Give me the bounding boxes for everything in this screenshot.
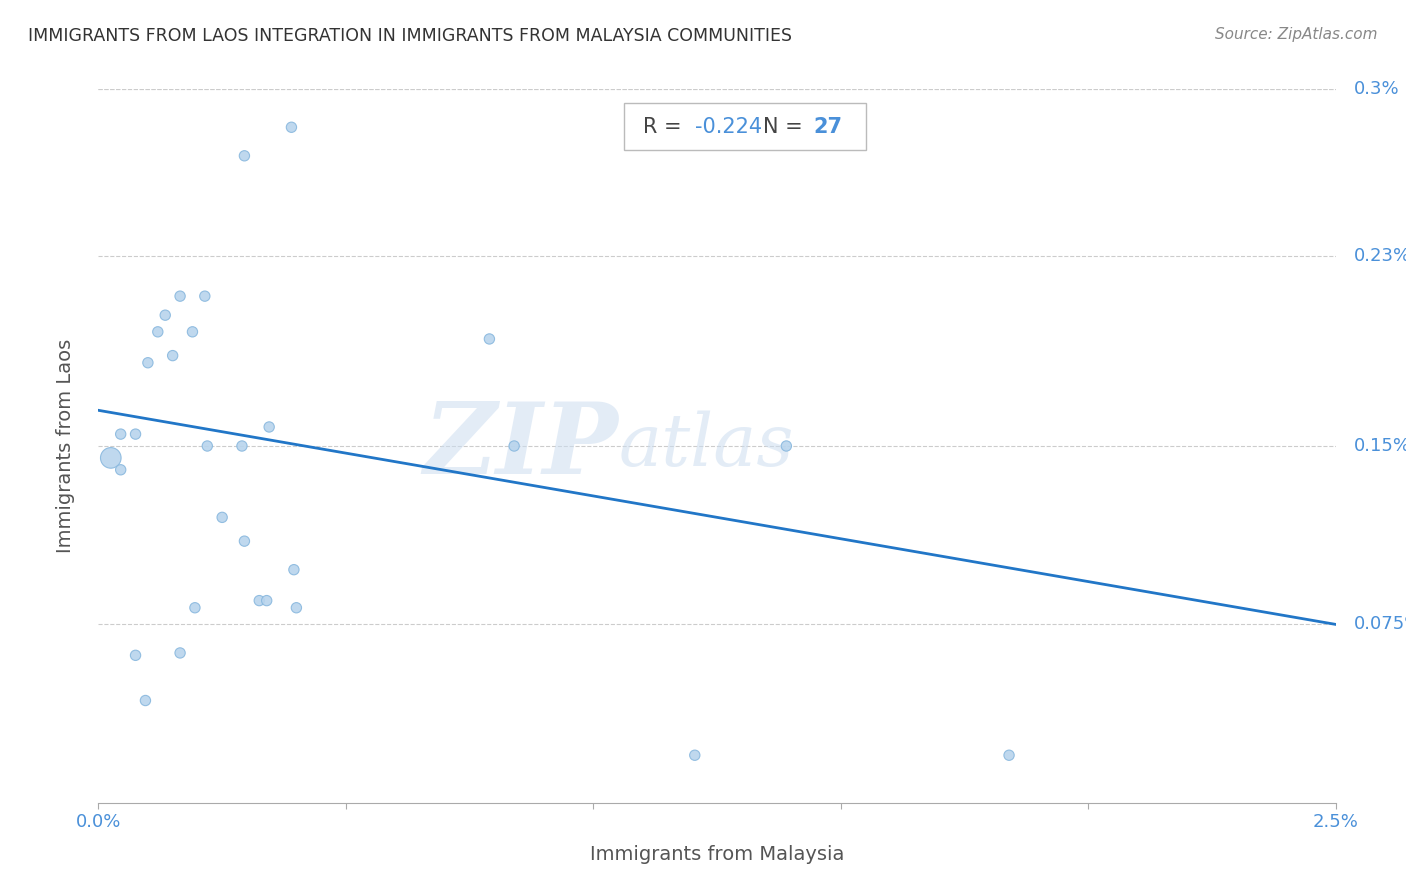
- Point: [256, 593, 278, 607]
- Text: 0.15%: 0.15%: [1354, 437, 1406, 455]
- Text: 0.23%: 0.23%: [1354, 247, 1406, 265]
- Point: [683, 748, 706, 763]
- Point: [155, 308, 177, 322]
- Point: [146, 325, 169, 339]
- Point: [257, 420, 280, 434]
- Text: ZIP: ZIP: [423, 398, 619, 494]
- Text: N =: N =: [763, 117, 810, 136]
- Point: [280, 120, 302, 135]
- Text: -0.224: -0.224: [695, 117, 762, 136]
- Text: Source: ZipAtlas.com: Source: ZipAtlas.com: [1215, 27, 1378, 42]
- Point: [181, 325, 204, 339]
- Point: [233, 149, 256, 163]
- Point: [162, 349, 184, 363]
- Point: [503, 439, 526, 453]
- Text: 0.3%: 0.3%: [1354, 80, 1400, 98]
- Point: [998, 748, 1021, 763]
- Point: [100, 450, 122, 465]
- Point: [124, 427, 146, 442]
- Point: [211, 510, 233, 524]
- Point: [775, 439, 797, 453]
- Text: atlas: atlas: [619, 410, 793, 482]
- Text: IMMIGRANTS FROM LAOS INTEGRATION IN IMMIGRANTS FROM MALAYSIA COMMUNITIES: IMMIGRANTS FROM LAOS INTEGRATION IN IMMI…: [28, 27, 792, 45]
- Point: [231, 439, 253, 453]
- X-axis label: Immigrants from Malaysia: Immigrants from Malaysia: [591, 845, 844, 864]
- Point: [478, 332, 501, 346]
- Y-axis label: Immigrants from Laos: Immigrants from Laos: [56, 339, 75, 553]
- Point: [195, 439, 218, 453]
- Point: [184, 600, 207, 615]
- Point: [285, 600, 308, 615]
- Point: [169, 289, 191, 303]
- Text: R =: R =: [643, 117, 688, 136]
- Point: [134, 693, 156, 707]
- Point: [194, 289, 217, 303]
- Point: [169, 646, 191, 660]
- Point: [233, 534, 256, 549]
- Point: [110, 463, 132, 477]
- Point: [124, 648, 146, 663]
- Text: 0.075%: 0.075%: [1354, 615, 1406, 633]
- Point: [136, 356, 159, 370]
- Point: [247, 593, 270, 607]
- Point: [283, 563, 305, 577]
- Text: 27: 27: [814, 117, 842, 136]
- Point: [110, 427, 132, 442]
- FancyBboxPatch shape: [624, 103, 866, 150]
